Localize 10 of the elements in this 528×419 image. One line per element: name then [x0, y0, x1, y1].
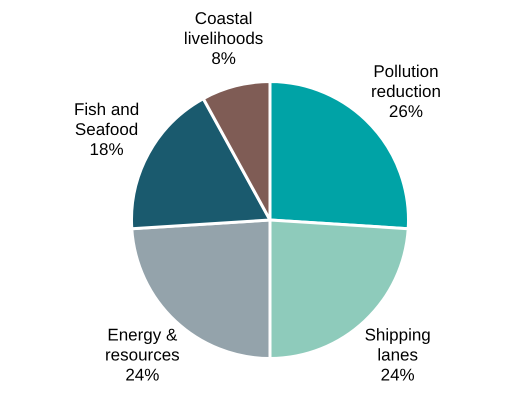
slice-label: Coastal livelihoods: [184, 9, 264, 48]
data-label: 24%: [380, 366, 415, 385]
slice-label: Fish and Seafood: [74, 100, 140, 139]
data-label: 18%: [90, 140, 124, 159]
slice-label: Shipping lanes: [364, 326, 431, 365]
slice-label: Energy & resources: [105, 326, 180, 365]
data-label: 24%: [125, 366, 160, 385]
data-label: 26%: [388, 102, 423, 122]
data-label: 8%: [211, 49, 236, 68]
slice-label: Pollution reduction: [370, 62, 441, 102]
